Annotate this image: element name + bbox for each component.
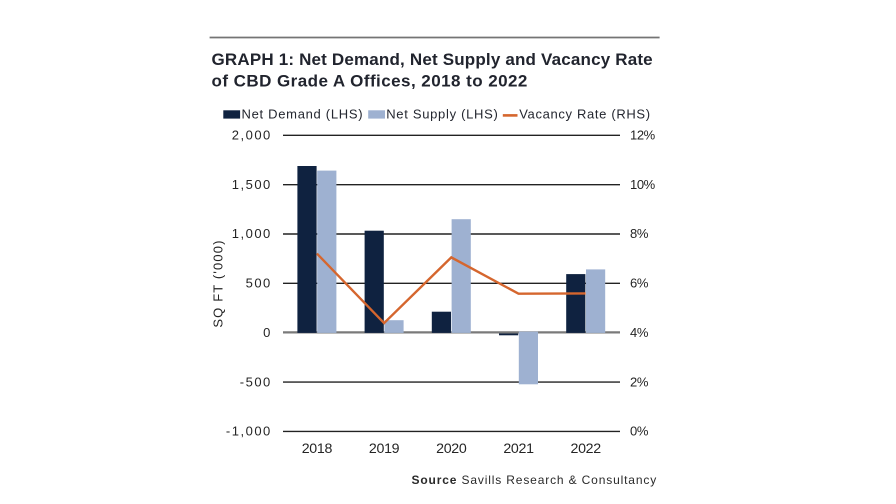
svg-text:2021: 2021 [503, 441, 534, 457]
svg-text:2019: 2019 [369, 441, 400, 457]
svg-text:-500: -500 [240, 374, 272, 389]
svg-text:Vacancy Rate (RHS): Vacancy Rate (RHS) [519, 107, 651, 122]
svg-text:of CBD Grade A Offices, 2018 t: of CBD Grade A Offices, 2018 to 2022 [212, 72, 528, 91]
svg-text:SQ FT ('000): SQ FT ('000) [211, 239, 226, 327]
svg-text:4%: 4% [630, 325, 649, 340]
svg-text:GRAPH 1: Net Demand, Net Suppl: GRAPH 1: Net Demand, Net Supply and Vaca… [212, 50, 653, 69]
svg-text:2020: 2020 [436, 441, 467, 457]
svg-text:2018: 2018 [302, 441, 333, 457]
svg-text:500: 500 [246, 276, 272, 291]
svg-text:2,000: 2,000 [232, 128, 272, 143]
svg-text:6%: 6% [630, 276, 649, 291]
svg-text:12%: 12% [630, 128, 656, 143]
svg-text:-1,000: -1,000 [226, 424, 272, 439]
svg-text:2022: 2022 [571, 441, 602, 457]
svg-text:10%: 10% [630, 177, 656, 192]
svg-text:8%: 8% [630, 226, 649, 241]
svg-text:2%: 2% [630, 374, 649, 389]
svg-text:Net Demand (LHS): Net Demand (LHS) [242, 107, 364, 122]
svg-text:0%: 0% [630, 424, 649, 439]
svg-text:Source Savills Research & Cons: Source Savills Research & Consultancy [412, 473, 658, 487]
svg-text:1,000: 1,000 [232, 226, 272, 241]
svg-text:Net Supply (LHS): Net Supply (LHS) [386, 107, 498, 122]
svg-text:0: 0 [263, 325, 272, 340]
svg-text:1,500: 1,500 [232, 177, 272, 192]
